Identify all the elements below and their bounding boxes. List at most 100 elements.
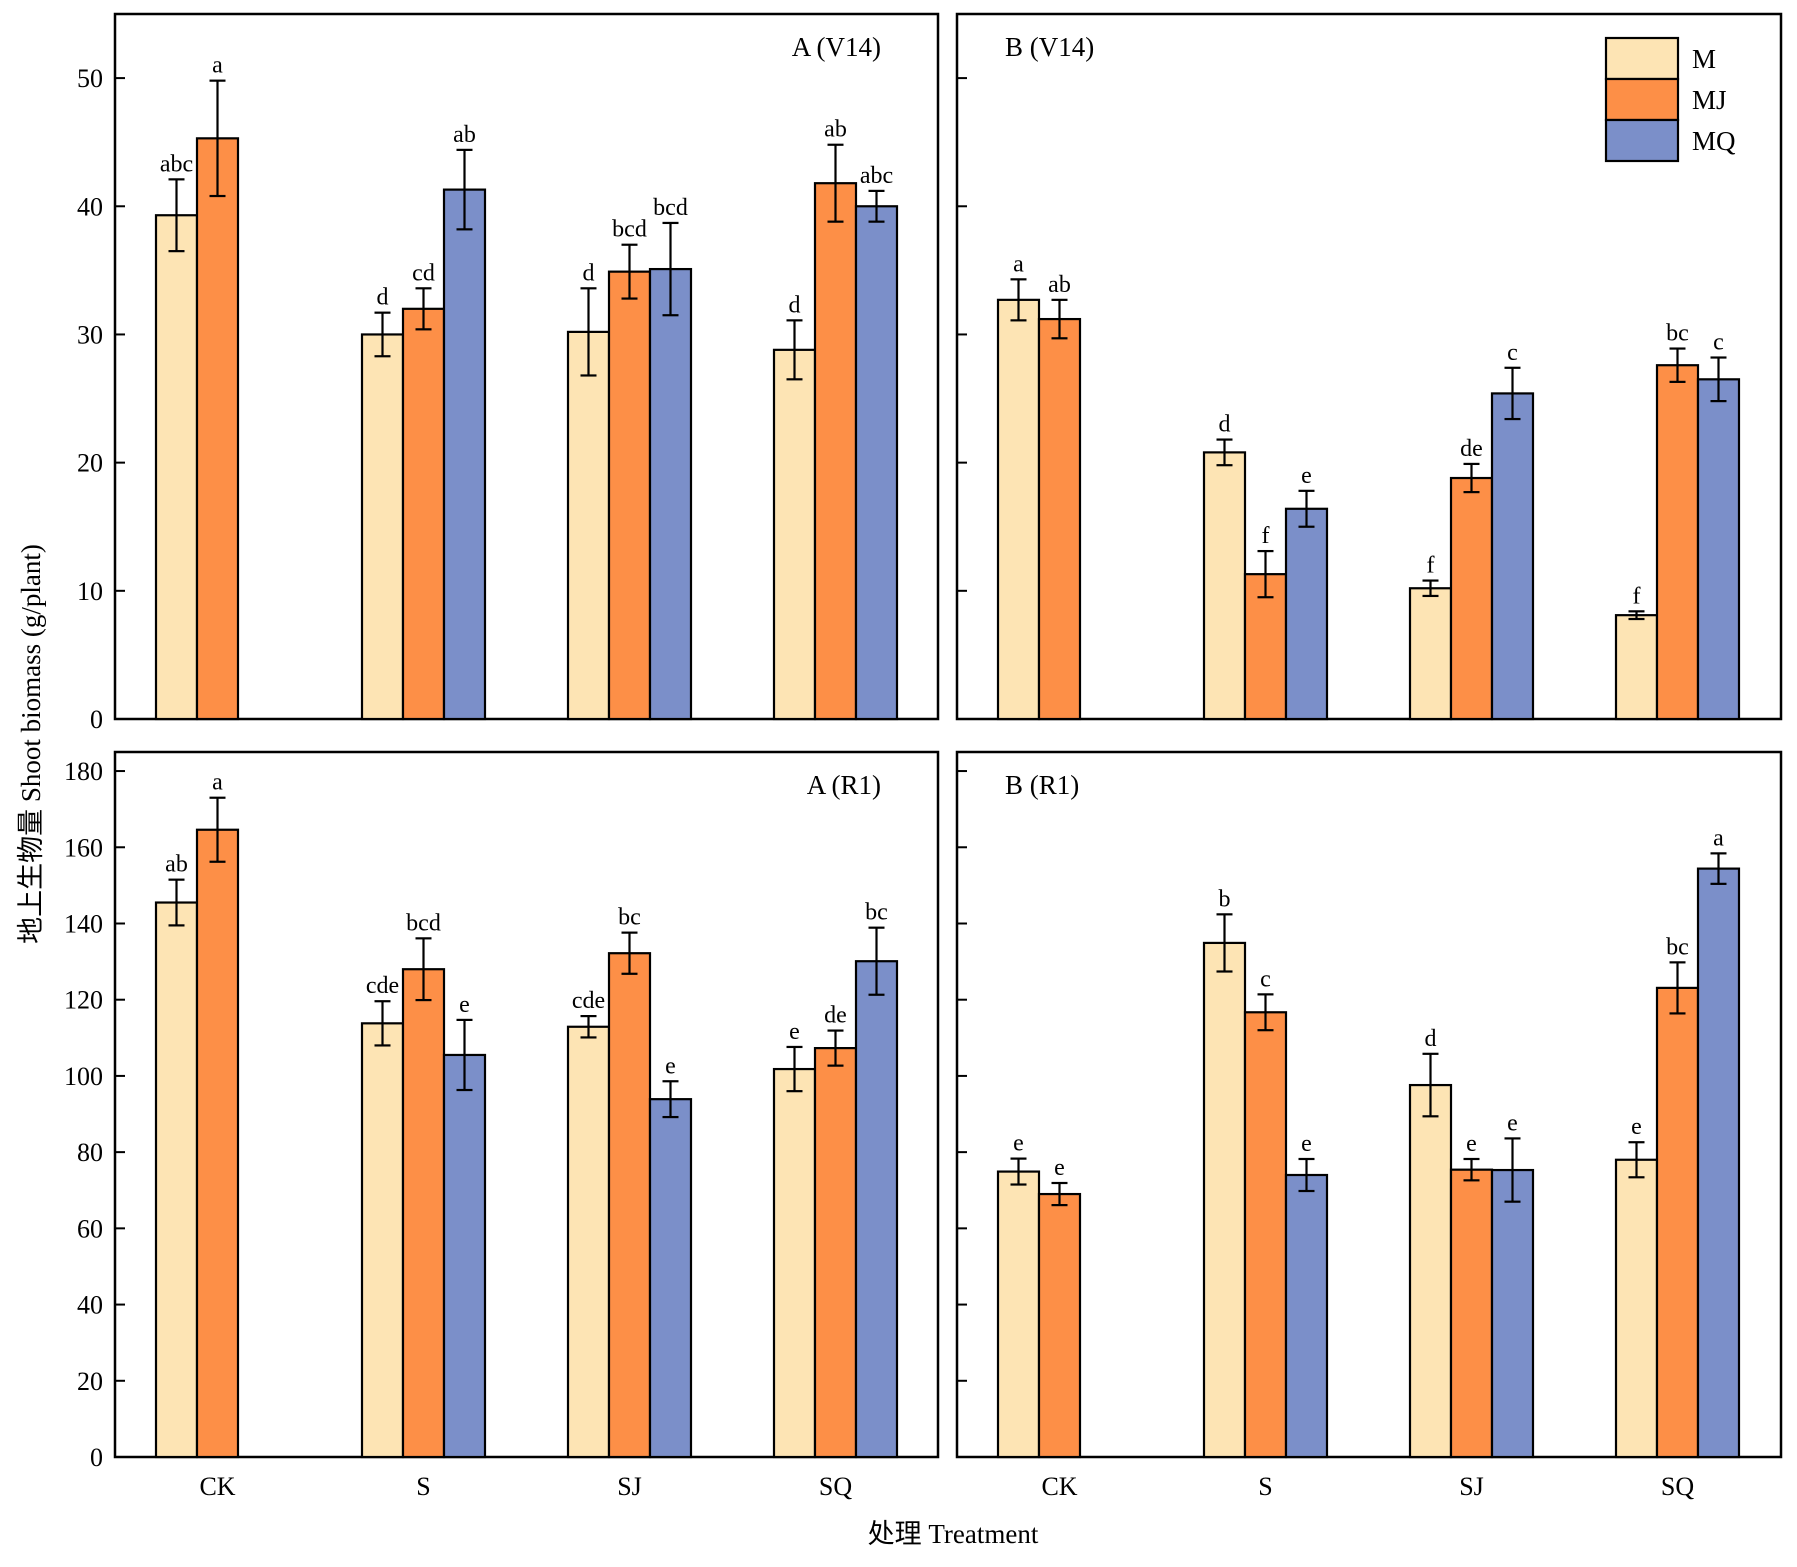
bar: [648, 1098, 693, 1459]
bar: [1243, 1011, 1288, 1459]
significance-label: ab: [165, 852, 188, 878]
error-bar: [621, 931, 638, 975]
error-bar: [868, 926, 885, 996]
error-bar: [621, 243, 638, 300]
error-bar: [1504, 366, 1521, 421]
bar: [772, 348, 817, 721]
significance-label: d: [789, 292, 801, 318]
significance-label: a: [1713, 825, 1724, 851]
significance-label: c: [1507, 340, 1518, 366]
bar: [566, 1025, 611, 1459]
panel-title: B (R1): [1005, 770, 1079, 800]
plot-frame: [955, 12, 1783, 721]
plot-frame: [113, 12, 940, 721]
error-bar: [374, 1000, 391, 1047]
error-bar: [1422, 579, 1439, 598]
significance-label: ab: [824, 117, 847, 143]
bar: [1284, 1173, 1329, 1459]
error-bar: [456, 1018, 473, 1092]
error-bar: [1257, 549, 1274, 599]
significance-label: bc: [618, 905, 641, 931]
legend-label: M: [1692, 44, 1716, 74]
significance-label: cde: [572, 988, 605, 1014]
significance-label: f: [1633, 583, 1641, 609]
y-tick-label: 0: [90, 705, 103, 734]
legend: M MJ MQ: [1604, 36, 1736, 163]
bar: [813, 182, 858, 721]
error-bar: [1422, 1052, 1439, 1118]
bar: [996, 1170, 1041, 1459]
bar: [1037, 317, 1082, 721]
significance-label: e: [459, 992, 470, 1018]
bar: [195, 828, 240, 1459]
significance-label: abc: [160, 151, 193, 177]
error-bar: [662, 1080, 679, 1119]
significance-label: e: [1631, 1114, 1642, 1140]
error-bar: [1463, 462, 1480, 494]
bar: [607, 270, 652, 721]
bar: [1202, 941, 1247, 1459]
y-tick-label: 120: [64, 986, 103, 1015]
error-bar: [456, 148, 473, 231]
error-bar: [1463, 1157, 1480, 1182]
bar: [1449, 476, 1494, 721]
bar: [648, 267, 693, 721]
bar: [360, 1022, 405, 1459]
significance-label: f: [1427, 553, 1435, 579]
bar: [401, 968, 446, 1459]
bar: [1614, 1158, 1659, 1459]
significance-label: e: [1301, 463, 1312, 489]
bar: [1284, 507, 1329, 721]
bar: [1202, 451, 1247, 721]
bar: [360, 333, 405, 721]
y-axis-title: 地上生物量 Shoot biomass (g/plant): [16, 544, 46, 944]
error-bar: [827, 143, 844, 223]
x-tick-label: SQ: [819, 1472, 852, 1501]
x-tick-label: CK: [1041, 1472, 1077, 1501]
error-bar: [1669, 961, 1686, 1015]
error-bar: [1669, 347, 1686, 383]
bar: [1449, 1168, 1494, 1459]
bar: [1696, 378, 1741, 721]
bar: [1655, 364, 1700, 721]
x-tick-label: CK: [199, 1472, 235, 1501]
y-tick-label: 80: [77, 1138, 103, 1167]
significance-label: a: [212, 53, 223, 79]
significance-label: e: [1466, 1131, 1477, 1157]
error-bar: [1504, 1137, 1521, 1203]
y-tick-label: 160: [64, 833, 103, 862]
y-tick-label: 180: [64, 757, 103, 786]
significance-label: d: [1425, 1026, 1437, 1052]
error-bar: [1051, 1181, 1068, 1207]
error-bar: [662, 221, 679, 317]
panel-title: B (V14): [1005, 32, 1094, 62]
error-bar: [827, 1029, 844, 1067]
significance-label: a: [1013, 251, 1024, 277]
error-bar: [1216, 913, 1233, 973]
significance-label: d: [377, 285, 389, 311]
significance-label: de: [1460, 436, 1483, 462]
x-tick-label: SQ: [1661, 1472, 1694, 1501]
legend-label: MQ: [1692, 126, 1736, 156]
y-tick-label: 50: [77, 64, 103, 93]
significance-label: e: [1301, 1131, 1312, 1157]
bar: [813, 1046, 858, 1459]
x-tick-label: SJ: [617, 1472, 642, 1501]
significance-label: bc: [1666, 321, 1689, 347]
significance-label: e: [1054, 1155, 1065, 1181]
bar: [1655, 986, 1700, 1459]
bar: [442, 1053, 487, 1459]
significance-label: e: [665, 1053, 676, 1079]
significance-label: cde: [366, 973, 399, 999]
y-tick-label: 0: [90, 1443, 103, 1472]
bar: [566, 330, 611, 721]
x-axis-title: 处理 Treatment: [868, 1519, 1039, 1549]
bar: [854, 205, 899, 721]
significance-label: e: [789, 1019, 800, 1045]
bar: [1490, 1168, 1535, 1459]
bar: [154, 214, 199, 721]
significance-label: cd: [412, 260, 435, 286]
significance-label: ab: [453, 122, 476, 148]
